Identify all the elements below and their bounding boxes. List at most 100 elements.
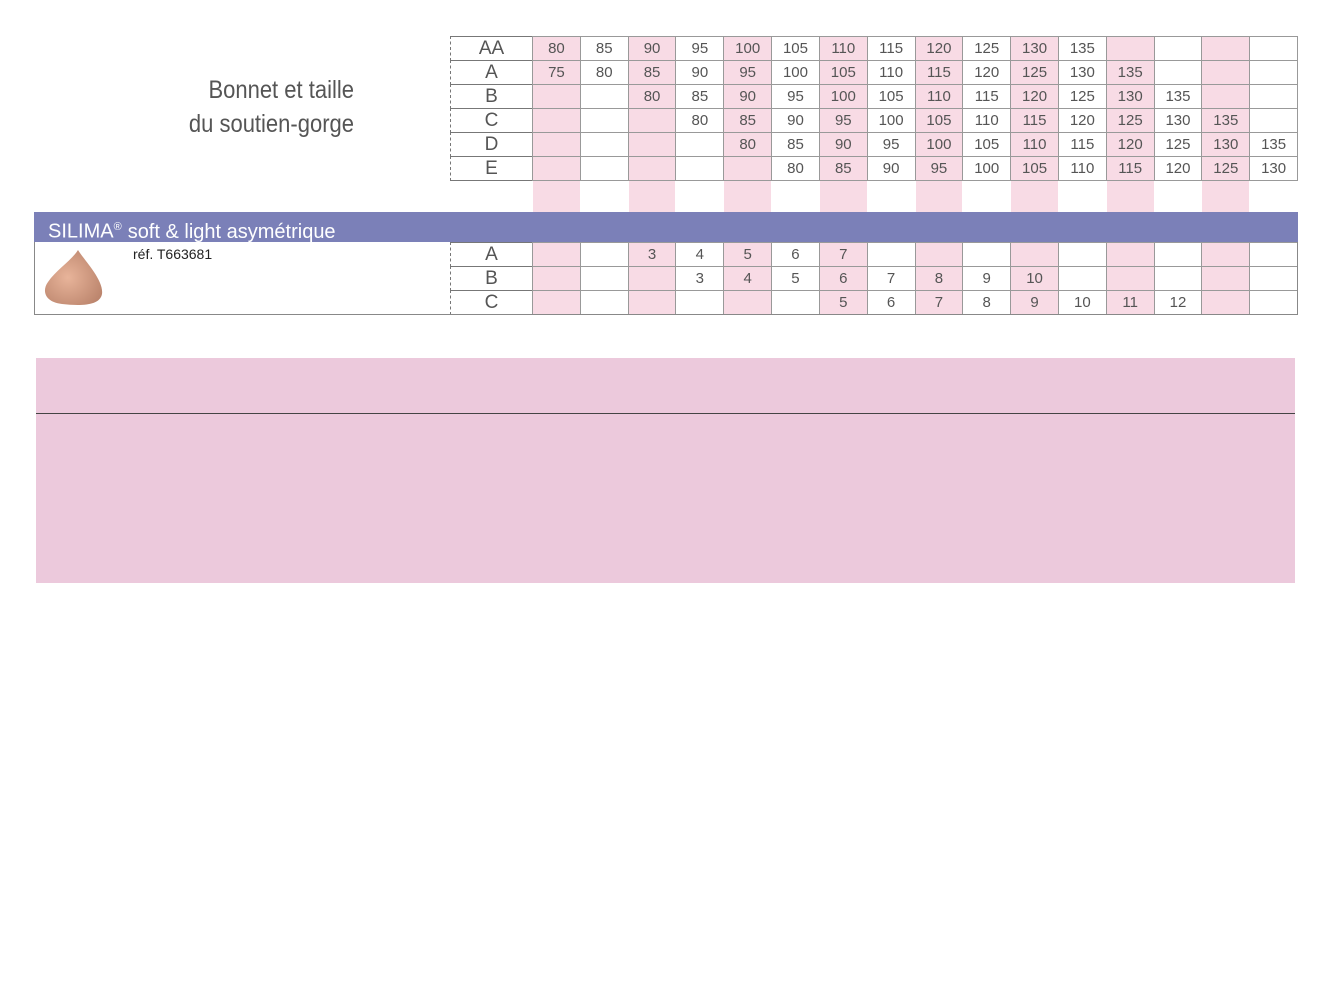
size-cell bbox=[532, 132, 581, 157]
size-cell: 115 bbox=[962, 84, 1012, 109]
size-cell bbox=[1201, 36, 1251, 61]
size-cell: 120 bbox=[914, 36, 964, 61]
product-mark: ® bbox=[113, 221, 122, 233]
size-cell: 80 bbox=[627, 84, 677, 109]
cup-label: B bbox=[450, 84, 533, 109]
size-cell: 95 bbox=[866, 132, 916, 157]
cup-label: D bbox=[450, 132, 533, 157]
product-cell bbox=[1249, 242, 1298, 267]
size-cell bbox=[627, 108, 677, 133]
size-cell: 90 bbox=[866, 156, 916, 181]
size-cell: 85 bbox=[627, 60, 677, 85]
size-cell: 130 bbox=[1201, 132, 1251, 157]
size-cell: 100 bbox=[771, 60, 820, 85]
size-cell: 105 bbox=[866, 84, 916, 109]
size-cell: 135 bbox=[1201, 108, 1251, 133]
size-cell: 105 bbox=[1010, 156, 1059, 181]
size-cell: 125 bbox=[1010, 60, 1059, 85]
size-cell bbox=[579, 132, 629, 157]
pink-band bbox=[819, 181, 867, 212]
size-cell: 75 bbox=[532, 60, 581, 85]
size-cell: 120 bbox=[1153, 156, 1203, 181]
product-bar bbox=[34, 212, 1298, 242]
product-name: SILIMA bbox=[48, 220, 114, 243]
size-cell: 125 bbox=[962, 36, 1012, 61]
size-cell: 120 bbox=[1010, 84, 1059, 109]
size-cell: 90 bbox=[675, 60, 725, 85]
size-cell: 80 bbox=[579, 60, 629, 85]
cup-label: C bbox=[450, 108, 533, 133]
pink-band bbox=[628, 181, 676, 212]
size-cell bbox=[627, 132, 677, 157]
product-cell bbox=[1153, 242, 1203, 267]
size-cell: 115 bbox=[914, 60, 964, 85]
size-cell: 125 bbox=[1201, 156, 1251, 181]
size-cell bbox=[1153, 60, 1203, 85]
size-cell: 125 bbox=[1057, 84, 1107, 109]
size-cell: 85 bbox=[723, 108, 773, 133]
size-cell: 125 bbox=[1105, 108, 1155, 133]
size-cell: 135 bbox=[1249, 132, 1298, 157]
size-cell: 115 bbox=[1057, 132, 1107, 157]
size-cell bbox=[579, 84, 629, 109]
size-cell: 80 bbox=[723, 132, 773, 157]
size-cell: 105 bbox=[818, 60, 868, 85]
size-cell: 105 bbox=[771, 36, 820, 61]
size-cell: 95 bbox=[914, 156, 964, 181]
product-cell bbox=[1057, 266, 1107, 291]
size-cell: 135 bbox=[1153, 84, 1203, 109]
size-cell: 80 bbox=[771, 156, 820, 181]
product-cell: 8 bbox=[914, 266, 964, 291]
size-cell: 100 bbox=[914, 132, 964, 157]
size-cell: 120 bbox=[1057, 108, 1107, 133]
size-cell: 100 bbox=[866, 108, 916, 133]
product-cell: 5 bbox=[818, 290, 868, 315]
cup-label: AA bbox=[450, 36, 533, 61]
size-cell: 130 bbox=[1057, 60, 1107, 85]
size-cell: 110 bbox=[1010, 132, 1059, 157]
pink-band bbox=[1011, 181, 1058, 212]
product-image bbox=[44, 250, 103, 305]
size-cell: 80 bbox=[675, 108, 725, 133]
size-cell bbox=[532, 156, 581, 181]
size-cell bbox=[1249, 60, 1298, 85]
size-cell: 110 bbox=[962, 108, 1012, 133]
size-cell: 110 bbox=[818, 36, 868, 61]
size-cell bbox=[1201, 60, 1251, 85]
size-cell: 85 bbox=[579, 36, 629, 61]
size-cell: 100 bbox=[723, 36, 773, 61]
size-cell: 100 bbox=[818, 84, 868, 109]
size-cell bbox=[579, 108, 629, 133]
size-cell: 115 bbox=[1010, 108, 1059, 133]
size-cell bbox=[675, 156, 725, 181]
size-cell bbox=[1249, 108, 1298, 133]
product-cell: 4 bbox=[675, 242, 725, 267]
size-cell: 110 bbox=[914, 84, 964, 109]
product-cell bbox=[1105, 242, 1155, 267]
product-cell: 7 bbox=[914, 290, 964, 315]
size-cell: 130 bbox=[1153, 108, 1203, 133]
product-subtitle: soft & light asymétrique bbox=[127, 220, 336, 243]
product-cell: 7 bbox=[818, 242, 868, 267]
side-label: Bonnet et taille bbox=[208, 76, 354, 104]
pink-band bbox=[533, 181, 580, 212]
pink-band bbox=[1106, 181, 1154, 212]
size-cell: 110 bbox=[866, 60, 916, 85]
size-cell: 120 bbox=[962, 60, 1012, 85]
table-background bbox=[36, 358, 1295, 583]
product-cell: 8 bbox=[962, 290, 1012, 315]
size-cell bbox=[723, 156, 773, 181]
size-cell bbox=[675, 132, 725, 157]
size-cell: 130 bbox=[1249, 156, 1298, 181]
cup-label: E bbox=[450, 156, 533, 181]
size-cell: 115 bbox=[866, 36, 916, 61]
size-cell: 110 bbox=[1057, 156, 1107, 181]
size-cell: 115 bbox=[1105, 156, 1155, 181]
size-cell bbox=[1249, 36, 1298, 61]
size-cell bbox=[1201, 84, 1251, 109]
product-cell: 5 bbox=[723, 242, 773, 267]
pink-band bbox=[915, 181, 963, 212]
product-ref: réf. T663681 bbox=[133, 246, 213, 262]
size-cell: 95 bbox=[818, 108, 868, 133]
